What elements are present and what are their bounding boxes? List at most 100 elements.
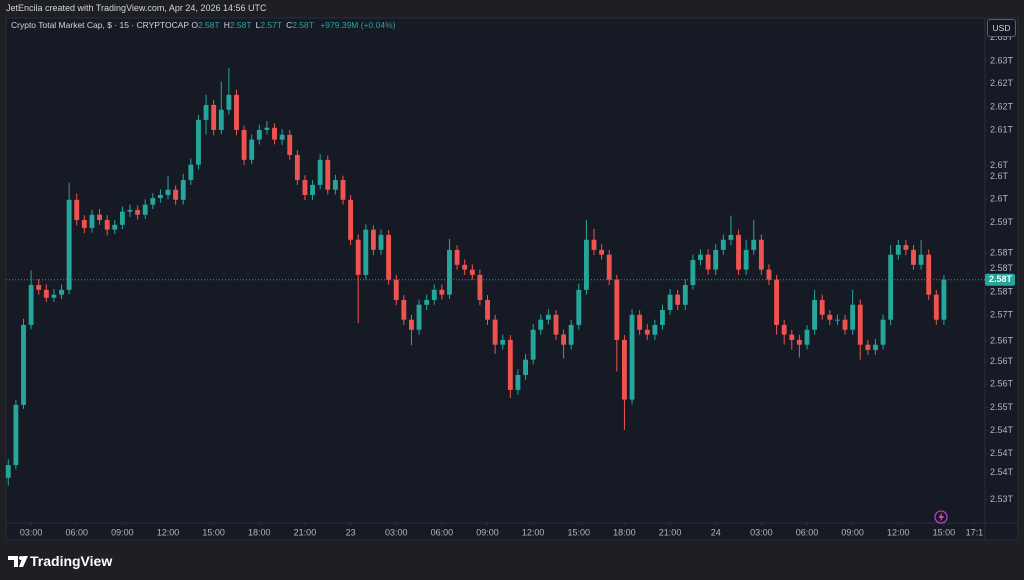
y-tick-label: 2.58T — [990, 263, 1014, 273]
y-tick-label: 2.57T — [990, 310, 1014, 320]
candle-body — [622, 339, 627, 400]
candle-body — [81, 220, 87, 228]
candle-body — [492, 319, 498, 345]
candle-body — [933, 294, 939, 320]
candle-body — [363, 229, 369, 275]
candle-body — [386, 234, 392, 280]
x-tick-label: 06:00 — [796, 527, 819, 537]
candle-body — [66, 199, 72, 290]
x-tick-label: 23 — [346, 527, 356, 537]
candle-body — [416, 304, 422, 330]
change: +979.39M (+0.04%) — [320, 20, 396, 30]
x-tick-label: 12:00 — [157, 527, 180, 537]
legend-value: 2.58T — [229, 20, 252, 30]
lightning-icon[interactable] — [934, 510, 948, 524]
candle-body — [43, 289, 49, 298]
candle-body — [827, 314, 833, 320]
candle-body — [842, 319, 848, 330]
x-tick-label: 17:1 — [966, 527, 984, 537]
x-tick-label: 15:00 — [568, 527, 591, 537]
y-tick-label: 2.56T — [990, 336, 1014, 346]
legend: Crypto Total Market Cap, $ · 15 · CRYPTO… — [11, 20, 399, 30]
candle-body — [941, 279, 947, 320]
y-tick-label: 2.6T — [990, 194, 1009, 204]
candle-body — [591, 239, 597, 250]
candle-body — [660, 310, 665, 325]
legend-key: C — [286, 20, 293, 30]
candle-body — [165, 189, 171, 195]
candle-body — [196, 119, 201, 165]
y-tick-label: 2.56T — [990, 356, 1014, 366]
x-tick-label: 03:00 — [385, 527, 408, 537]
x-tick-label: 18:00 — [248, 527, 271, 537]
candle-body — [507, 339, 513, 390]
legend-value: 2.58T — [197, 20, 220, 30]
x-tick-label: 24 — [711, 527, 721, 537]
candle-body — [545, 314, 551, 320]
legend-key: L — [255, 20, 261, 30]
candle-body — [127, 209, 133, 212]
y-tick-label: 2.54T — [990, 467, 1014, 477]
candle-body — [462, 264, 468, 270]
candle-body — [469, 269, 475, 275]
legend-key: H — [223, 20, 230, 30]
candle-body — [21, 324, 26, 405]
candle-body — [911, 249, 916, 265]
x-tick-label: 09:00 — [841, 527, 864, 537]
candle-body — [850, 304, 856, 330]
candle-body — [895, 245, 901, 255]
candle-body — [614, 279, 620, 340]
currency-button[interactable]: USD — [987, 19, 1016, 37]
last-price-badge — [985, 273, 1015, 286]
candle-body — [903, 245, 909, 250]
y-tick-label: 2.54T — [990, 425, 1014, 435]
candle-body — [538, 319, 544, 330]
y-tick-label: 2.58T — [990, 286, 1014, 296]
y-tick-label: 2.53T — [990, 494, 1014, 504]
candle-body — [454, 249, 460, 265]
candle-body — [431, 289, 437, 300]
brand: TradingView — [30, 553, 113, 569]
candle-body — [112, 224, 118, 230]
x-tick-label: 09:00 — [476, 527, 499, 537]
candle-body — [188, 164, 194, 181]
candle-body — [873, 344, 878, 350]
candle-body — [13, 404, 19, 466]
candle-body — [211, 104, 217, 130]
x-tick-label: 09:00 — [111, 527, 134, 537]
candle-body — [652, 324, 658, 335]
y-tick-label: 2.62T — [990, 102, 1014, 112]
candle-body — [370, 229, 376, 250]
legend-key: O — [191, 20, 198, 30]
candle-body — [325, 159, 331, 190]
y-tick-label: 2.62T — [990, 78, 1014, 88]
candle-body — [865, 344, 871, 350]
candle-body — [135, 209, 141, 215]
candle-body — [766, 269, 772, 280]
candle-body — [789, 334, 795, 340]
chart-pane — [5, 17, 1019, 541]
candle-body — [173, 189, 179, 200]
y-tick-label: 2.58T — [990, 248, 1014, 258]
candle-body — [576, 289, 582, 325]
candle-body — [234, 94, 239, 130]
candle-body — [857, 304, 863, 345]
tradingview-logo-icon — [8, 556, 28, 567]
candle-body — [256, 129, 262, 140]
y-tick-label: 2.6T — [990, 171, 1009, 181]
candle-body — [180, 180, 186, 200]
candle-body — [241, 129, 247, 160]
y-tick-label: 2.56T — [990, 379, 1014, 389]
candle-body — [751, 239, 757, 250]
candle-body — [682, 284, 688, 305]
x-tick-label: 03:00 — [20, 527, 43, 537]
candle-body — [157, 194, 163, 199]
candle-body — [302, 180, 308, 195]
candle-body — [310, 184, 315, 195]
candle-body — [332, 180, 338, 190]
candle-body — [89, 214, 95, 228]
candle-body — [561, 334, 567, 345]
candle-body — [926, 254, 932, 295]
candle-body — [36, 284, 42, 290]
candle-body — [728, 234, 734, 240]
